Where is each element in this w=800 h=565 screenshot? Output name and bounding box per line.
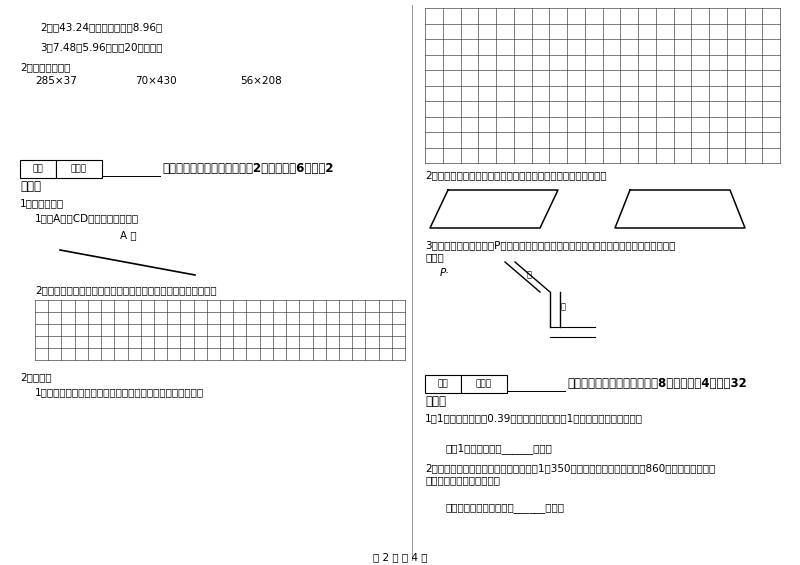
Text: 俩的饮料一共是多少毫升？: 俩的饮料一共是多少毫升？	[425, 475, 500, 485]
Text: 分）。: 分）。	[20, 180, 41, 193]
Bar	[56, 160, 102, 178]
Text: 得分: 得分	[438, 379, 448, 388]
Text: 评卷人: 评卷人	[476, 379, 492, 388]
Text: 3．河岸上有一个喷水口P，从小河中插一根水管到喷水口，怎样插最省材料？（在图中画: 3．河岸上有一个喷水口P，从小河中插一根水管到喷水口，怎样插最省材料？（在图中画	[425, 240, 675, 250]
Text: 1．1千克黄豆可榨油0.39千克。照这样计算，1吨黄豆可榨油多少千克？: 1．1千克黄豆可榨油0.39千克。照这样计算，1吨黄豆可榨油多少千克？	[425, 413, 643, 423]
Text: 56×208: 56×208	[240, 76, 282, 86]
Text: 小: 小	[527, 270, 532, 279]
Text: 分）。: 分）。	[425, 395, 446, 408]
Text: A ．: A ．	[120, 230, 137, 240]
Text: 2．用竖式计算。: 2．用竖式计算。	[20, 62, 70, 72]
Bar	[425, 375, 461, 393]
Text: 2．作图。: 2．作图。	[20, 372, 52, 382]
Text: 1．过A点做CD的垂线和平行线。: 1．过A点做CD的垂线和平行线。	[35, 213, 139, 223]
Text: P·: P·	[440, 268, 450, 278]
Text: 1．动手操作。: 1．动手操作。	[20, 198, 64, 208]
Text: 285×37: 285×37	[35, 76, 77, 86]
Text: 3．7.48与5.96的和比20少多少？: 3．7.48与5.96的和比20少多少？	[40, 42, 162, 52]
Text: 河: 河	[561, 302, 566, 311]
Text: 70×430: 70×430	[135, 76, 177, 86]
Bar	[461, 375, 507, 393]
Text: 2．在下面方格纸上画出一个平行四边形与梯形，并为它们做高。: 2．在下面方格纸上画出一个平行四边形与梯形，并为它们做高。	[35, 285, 217, 295]
Text: 2．亮亮和妈妈到超市买东西，亮亮买了1瓶350毫升的饮料，妈妈买了一瓶860毫升的饮料，他们: 2．亮亮和妈妈到超市买东西，亮亮买了1瓶350毫升的饮料，妈妈买了一瓶860毫升…	[425, 463, 715, 473]
Text: 得分: 得分	[33, 164, 43, 173]
Text: 五、认真思考，综合能力（共2小题，每题6分，共2: 五、认真思考，综合能力（共2小题，每题6分，共2	[162, 162, 334, 175]
Text: 答：1吨黄豆可榨油______千克。: 答：1吨黄豆可榨油______千克。	[445, 443, 552, 454]
Text: 答：他们俩的饮料一共是______毫升。: 答：他们俩的饮料一共是______毫升。	[445, 503, 564, 513]
Bar	[20, 160, 56, 178]
Text: 2．从43.24里减去什么数得8.96？: 2．从43.24里减去什么数得8.96？	[40, 22, 162, 32]
Text: 1．在下面的方格纸中分别画一个等腾梯形和一个直角梯形。: 1．在下面的方格纸中分别画一个等腾梯形和一个直角梯形。	[35, 387, 204, 397]
Text: 六、应用知识，解决问题（共8小题，每题4分，共32: 六、应用知识，解决问题（共8小题，每题4分，共32	[567, 377, 746, 390]
Text: 出来）: 出来）	[425, 252, 444, 262]
Text: 2．在下图中，各画一条线段，把它分成一个三角形和一个梯形。: 2．在下图中，各画一条线段，把它分成一个三角形和一个梯形。	[425, 170, 606, 180]
Text: 第 2 页 共 4 页: 第 2 页 共 4 页	[373, 552, 427, 562]
Text: 评卷人: 评卷人	[71, 164, 87, 173]
